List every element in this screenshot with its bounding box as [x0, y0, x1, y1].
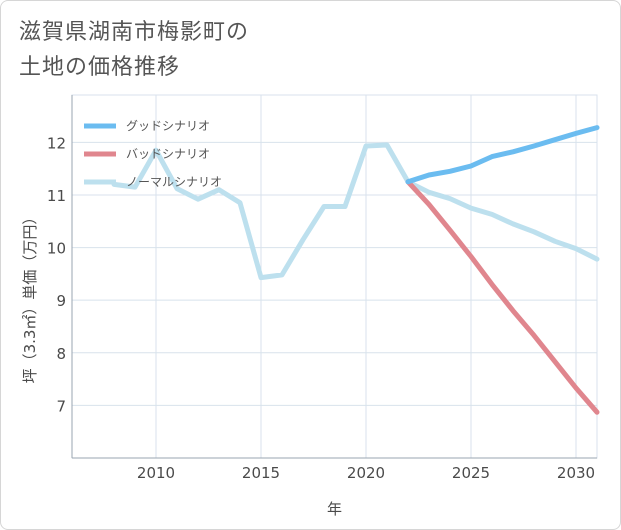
title-line-2: 土地の価格推移 [19, 55, 181, 80]
x-tick-label: 2020 [347, 464, 385, 482]
y-tick-label: 8 [56, 345, 66, 363]
series-line-bad [405, 179, 600, 415]
legend-label-normal: ノーマルシナリオ [126, 175, 222, 189]
chart-title: 滋賀県湖南市梅影町の 土地の価格推移 [19, 15, 249, 85]
y-tick-label: 11 [47, 187, 66, 205]
title-line-1: 滋賀県湖南市梅影町の [19, 20, 250, 45]
y-tick-label: 7 [56, 397, 66, 415]
x-tick-label: 2025 [452, 464, 490, 482]
x-tick-label: 2015 [242, 464, 280, 482]
y-tick-label: 12 [47, 134, 66, 152]
y-axis-label: 坪（3.3㎡）単価（万円） [21, 210, 39, 384]
x-tick-label: 2030 [557, 464, 595, 482]
series-line-good [405, 125, 600, 185]
x-axis-label: 年 [327, 500, 342, 518]
x-tick-label: 2010 [137, 464, 175, 482]
y-tick-label: 10 [47, 240, 66, 258]
legend-label-good: グッドシナリオ [126, 119, 210, 133]
legend-label-bad: バッドシナリオ [126, 147, 210, 161]
y-tick-label: 9 [56, 292, 66, 310]
series-line-normal [111, 142, 600, 281]
